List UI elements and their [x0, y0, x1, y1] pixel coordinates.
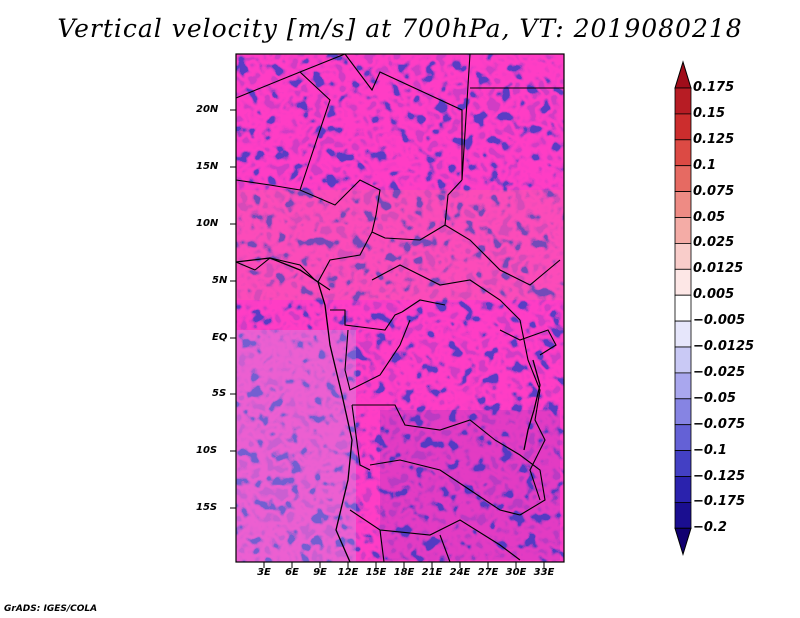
lon-label-18e: 18E — [393, 567, 415, 578]
lat-label-15n: 15N — [196, 161, 219, 172]
colorbar-label: −0.1 — [693, 442, 727, 458]
axis-ticks — [230, 109, 545, 568]
colorbar-swatch — [674, 346, 692, 374]
lon-label-9e: 9E — [313, 567, 327, 578]
colorbar-label: 0.025 — [693, 235, 735, 251]
colorbar-label: 0.005 — [693, 287, 735, 303]
lon-label-3e: 3E — [257, 567, 271, 578]
colorbar-swatch — [674, 476, 692, 503]
colorbar — [674, 60, 692, 557]
lat-label-10n: 10N — [196, 218, 219, 229]
colorbar-swatch — [674, 191, 692, 218]
lat-label-5n: 5N — [212, 275, 228, 286]
colorbar-label: 0.15 — [693, 105, 726, 121]
lat-label-10s: 10S — [196, 445, 218, 456]
lon-label-21e: 21E — [421, 567, 443, 578]
colorbar-label: −0.005 — [693, 313, 746, 329]
lon-label-33e: 33E — [533, 567, 555, 578]
colorbar-label: 0.125 — [693, 131, 735, 147]
lon-label-12e: 12E — [337, 567, 359, 578]
colorbar-label: −0.175 — [693, 494, 746, 510]
colorbar-label: −0.05 — [693, 390, 736, 406]
lon-label-27e: 27E — [477, 567, 499, 578]
map-frame — [235, 53, 565, 563]
colorbar-swatch — [674, 139, 692, 167]
colorbar-swatch — [674, 165, 692, 192]
colorbar-label: −0.125 — [693, 468, 746, 484]
colorbar-label: −0.0125 — [693, 339, 755, 354]
country-borders — [236, 54, 564, 562]
colorbar-label: −0.2 — [693, 520, 727, 536]
lon-label-30e: 30E — [505, 567, 527, 578]
colorbar-swatch — [674, 320, 692, 348]
colorbar-swatch — [674, 217, 692, 244]
lat-label-20n: 20N — [196, 104, 219, 115]
colorbar-label: −0.025 — [693, 364, 746, 380]
colorbar-label: −0.075 — [693, 416, 746, 432]
colorbar-label: 0.075 — [693, 183, 735, 199]
colorbar-cap-bottom — [674, 527, 692, 557]
colorbar-label: 0.175 — [693, 80, 735, 95]
colorbar-label: 0.0125 — [693, 261, 744, 277]
lat-label-15s: 15S — [196, 502, 218, 513]
lon-label-6e: 6E — [285, 567, 299, 578]
colorbar-swatch — [674, 87, 692, 115]
colorbar-swatch — [674, 372, 692, 400]
colorbar-swatch — [674, 424, 692, 452]
colorbar-swatch — [674, 242, 692, 270]
lat-label-5s: 5S — [212, 388, 227, 399]
credit-text: GrADS: IGES/COLA — [4, 604, 98, 614]
colorbar-swatch — [674, 268, 692, 296]
colorbar-swatch — [674, 113, 692, 141]
colorbar-label: 0.05 — [693, 209, 726, 225]
colorbar-swatch — [674, 501, 692, 529]
lat-label-eq: EQ — [212, 332, 228, 343]
colorbar-swatch — [674, 450, 692, 477]
colorbar-cap-top — [674, 60, 692, 89]
colorbar-label: 0.1 — [693, 157, 717, 173]
lon-label-24e: 24E — [449, 567, 471, 578]
chart-title: Vertical velocity [m/s] at 700hPa, VT: 2… — [57, 14, 743, 43]
colorbar-swatch — [674, 294, 692, 322]
velocity-field — [236, 54, 564, 562]
colorbar-swatch — [674, 398, 692, 426]
coastline — [236, 257, 541, 562]
lon-label-15e: 15E — [365, 567, 387, 578]
